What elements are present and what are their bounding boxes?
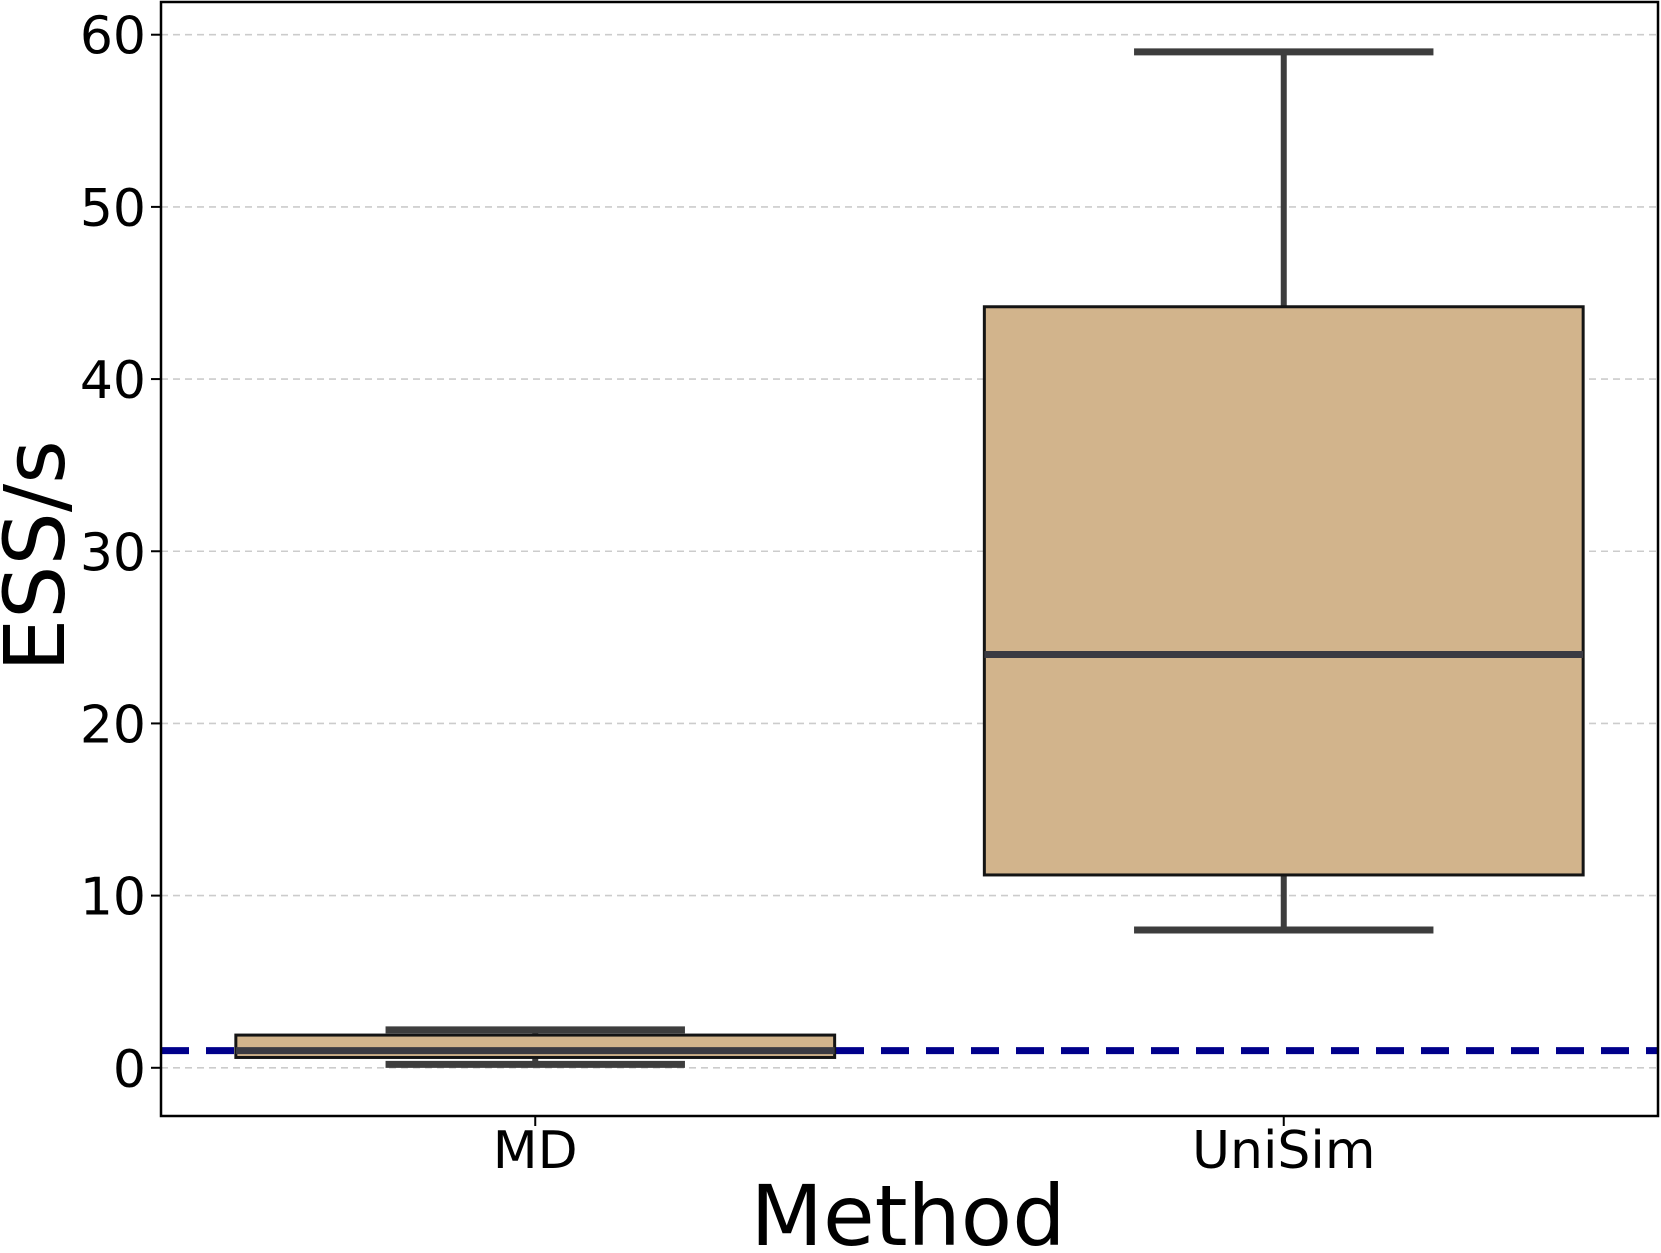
- box-MD: [234, 1033, 837, 1059]
- y-tick-label-40: 40: [80, 351, 146, 411]
- y-tick-label-50: 50: [80, 179, 146, 239]
- x-tick-label-UniSim: UniSim: [1192, 1121, 1376, 1181]
- y-tick-label-20: 20: [80, 695, 146, 755]
- y-tick-label-0: 0: [113, 1040, 146, 1100]
- plot-border: [159, 0, 1660, 1118]
- y-tick-label-60: 60: [80, 7, 146, 67]
- box-UniSim: [982, 305, 1585, 877]
- x-axis-label: Method: [750, 1167, 1065, 1249]
- x-tick-label-MD: MD: [493, 1121, 578, 1181]
- y-tick-label-30: 30: [80, 523, 146, 583]
- chart-plot-area-group: MD UniSim 0 10 20 30 40 50 60: [80, 0, 1660, 1181]
- y-axis-label: ESS/s: [0, 440, 84, 672]
- y-tick-label-10: 10: [80, 868, 146, 928]
